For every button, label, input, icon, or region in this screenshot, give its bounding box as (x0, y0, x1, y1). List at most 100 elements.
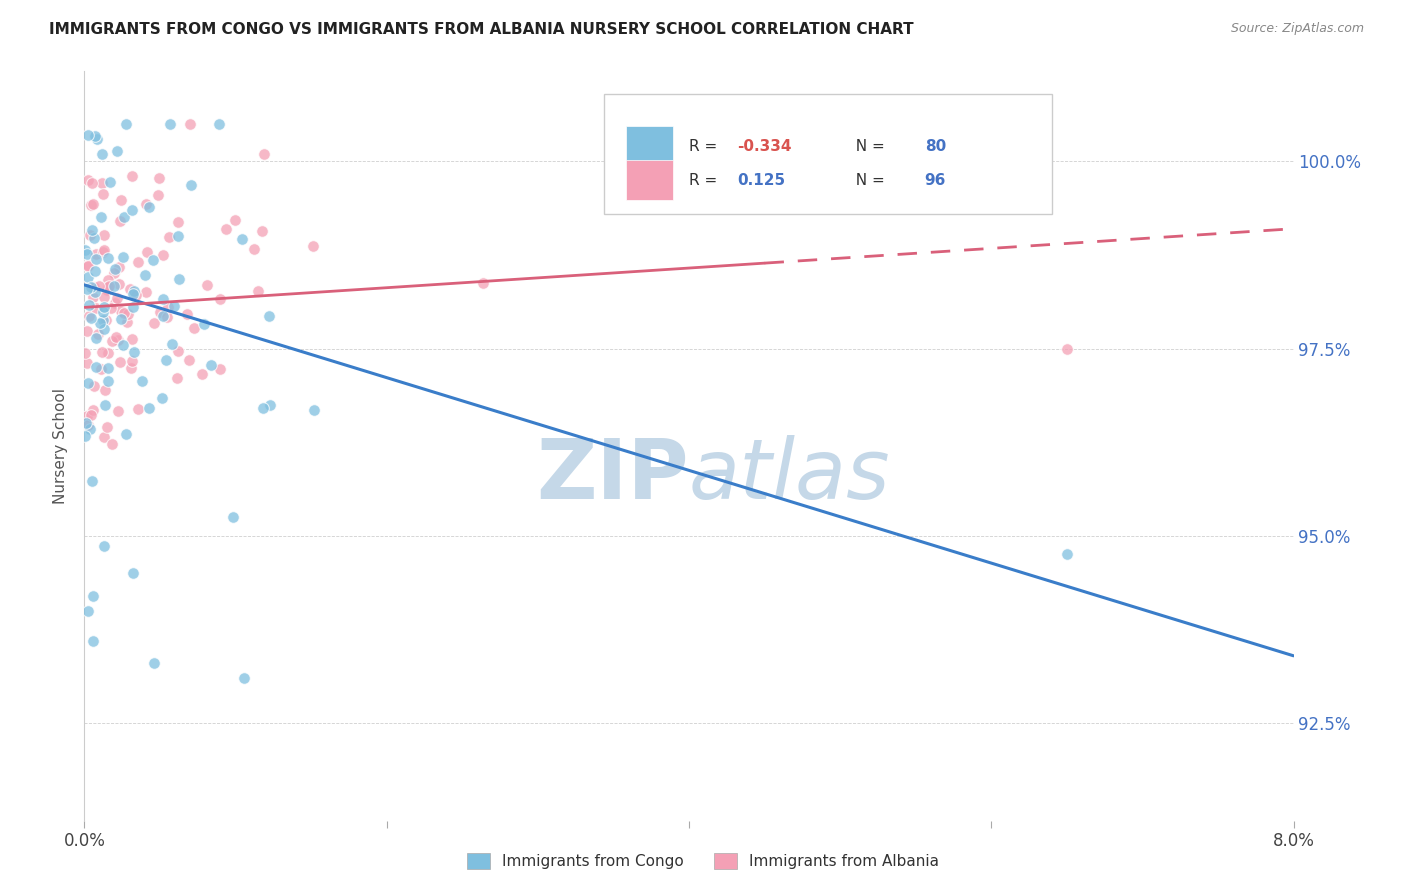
Point (127, 402, 149, 417)
Point (75, 417, 97, 431)
Point (76, 409, 98, 423)
Point (93, 290, 115, 304)
Point (82, 474, 104, 488)
Point (91, 187, 114, 202)
Point (104, 296, 127, 310)
Point (259, 398, 281, 412)
Point (89, 278, 111, 293)
Point (208, 117, 231, 131)
Point (191, 368, 214, 382)
Point (152, 310, 174, 324)
Point (84, 330, 107, 344)
Point (94, 383, 117, 397)
Point (84, 301, 107, 315)
Point (1056, 547, 1078, 561)
Point (163, 299, 186, 313)
Point (91, 177, 114, 191)
Point (143, 316, 166, 330)
Point (143, 657, 166, 671)
Point (110, 303, 132, 318)
Point (90, 362, 112, 376)
Point (105, 291, 128, 305)
Point (76, 259, 98, 273)
Point (135, 244, 157, 259)
Point (183, 321, 205, 335)
Point (91, 305, 114, 319)
Point (93, 227, 115, 242)
Point (90, 210, 112, 224)
Point (77, 309, 100, 323)
Point (252, 224, 274, 238)
Point (82, 290, 104, 304)
Text: atlas: atlas (689, 435, 890, 516)
Point (93, 244, 115, 258)
Point (82, 589, 104, 603)
Point (149, 304, 172, 318)
Point (160, 336, 183, 351)
Text: R =: R = (689, 172, 727, 187)
Point (208, 293, 231, 307)
Point (82, 197, 104, 211)
FancyBboxPatch shape (626, 126, 673, 167)
Point (101, 437, 124, 451)
Point (231, 232, 253, 246)
Point (166, 229, 188, 244)
Point (97, 361, 120, 376)
Point (97, 280, 120, 294)
Point (96, 419, 118, 434)
Text: 0.125: 0.125 (737, 172, 786, 187)
Point (107, 334, 129, 348)
Point (121, 333, 143, 347)
Point (93, 430, 115, 444)
Point (96, 283, 118, 297)
Text: N =: N = (846, 139, 890, 153)
Point (73, 429, 96, 443)
Point (91, 245, 114, 260)
Text: N =: N = (846, 172, 890, 187)
Point (97, 345, 120, 359)
Point (176, 307, 198, 321)
Point (179, 117, 201, 131)
Point (80, 176, 103, 190)
Point (97, 278, 120, 293)
Point (83, 280, 105, 294)
Point (224, 212, 246, 227)
Point (79, 422, 101, 436)
Point (77, 172, 100, 186)
Point (127, 255, 149, 269)
Point (90, 146, 112, 161)
Point (76, 246, 98, 260)
Point (104, 330, 127, 344)
Point (121, 566, 143, 581)
Point (124, 285, 146, 299)
Point (122, 344, 145, 359)
Text: 96: 96 (925, 172, 946, 187)
Point (472, 276, 495, 290)
Point (103, 266, 125, 280)
Point (91, 312, 114, 326)
Point (77, 128, 100, 143)
Point (138, 401, 160, 416)
Point (80, 198, 103, 212)
Point (89, 316, 111, 330)
Point (86, 132, 108, 146)
Point (257, 310, 280, 324)
Point (120, 360, 142, 375)
Point (100, 301, 122, 315)
Point (80, 279, 103, 293)
Point (82, 223, 104, 237)
Point (107, 260, 129, 275)
Point (148, 188, 170, 202)
Point (77, 258, 100, 272)
Point (105, 144, 128, 158)
Point (97, 273, 120, 287)
Point (117, 307, 139, 321)
Point (84, 264, 107, 278)
Text: IMMIGRANTS FROM CONGO VS IMMIGRANTS FROM ALBANIA NURSERY SCHOOL CORRELATION CHAR: IMMIGRANTS FROM CONGO VS IMMIGRANTS FROM… (49, 22, 914, 37)
Point (134, 268, 156, 282)
Point (93, 539, 115, 553)
Point (79, 228, 101, 243)
Point (156, 310, 179, 324)
Point (108, 277, 131, 292)
Point (108, 213, 131, 227)
